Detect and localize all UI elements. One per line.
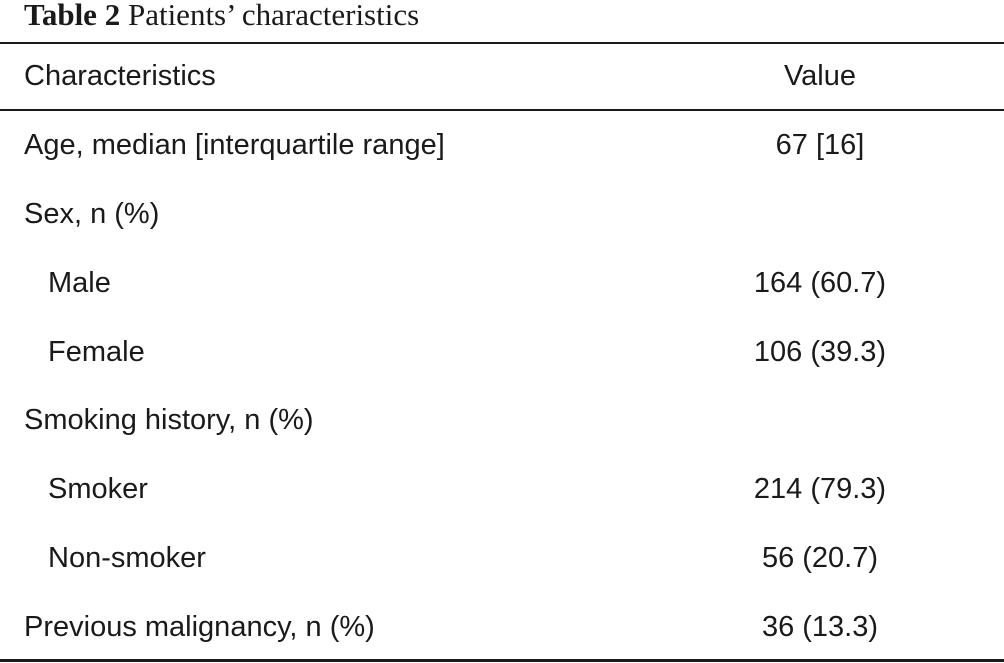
row-label: Sex, n (%) <box>24 198 160 230</box>
row-value: 164 (60.7) <box>753 267 887 299</box>
row-value: 67 [16] <box>775 129 865 161</box>
header-characteristics: Characteristics <box>24 60 216 92</box>
row-label: Smoking history, n (%) <box>24 404 314 436</box>
table-title: Patients’ characteristics <box>127 0 420 32</box>
top-rule <box>0 42 1004 44</box>
row-label: Previous malignancy, n (%) <box>24 611 375 643</box>
row-label: Non-smoker <box>48 542 206 574</box>
row-value: 56 (20.7) <box>761 542 879 574</box>
row-label: Male <box>48 267 111 299</box>
row-label: Age, median [interquartile range] <box>24 129 445 161</box>
bottom-rule <box>0 659 1004 662</box>
row-value: 36 (13.3) <box>761 611 879 643</box>
header-value: Value <box>783 60 857 92</box>
row-value: 106 (39.3) <box>753 336 887 368</box>
row-label: Female <box>48 336 145 368</box>
table-number: Table 2 <box>24 0 121 32</box>
row-label: Smoker <box>48 473 148 505</box>
table-caption: Table 2 Patients’ characteristics <box>24 0 419 33</box>
row-value: 214 (79.3) <box>753 473 887 505</box>
header-rule <box>0 109 1004 111</box>
